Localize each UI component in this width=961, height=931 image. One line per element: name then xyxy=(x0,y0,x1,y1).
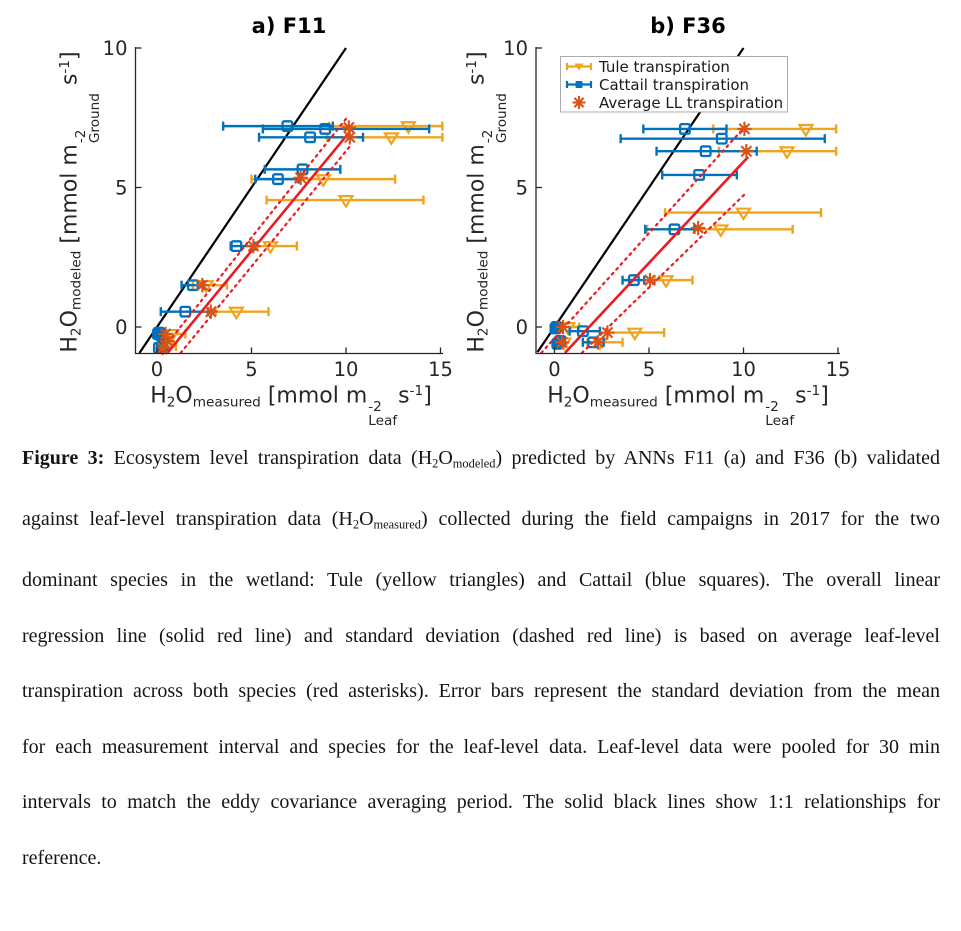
x-tick-label: 0 xyxy=(151,358,163,381)
square-marker xyxy=(693,168,706,181)
plot-a: 0 5 10 15 0 5 10 xyxy=(103,37,453,381)
legend-square-marker xyxy=(575,81,583,88)
y-tick-label: 10 xyxy=(503,37,528,60)
series-cattail-transpiration xyxy=(549,122,826,350)
square-marker xyxy=(304,131,317,144)
plot-a-title: a) F11 xyxy=(251,14,327,38)
triangle-marker xyxy=(712,224,730,238)
square-marker xyxy=(296,163,309,176)
asterisk-marker xyxy=(196,279,209,291)
x-tick-label: 10 xyxy=(334,358,359,381)
plot-b-yaxis-label: H2Omodeled [mmol m -2 Ground s-1] xyxy=(464,51,510,353)
triangle-marker xyxy=(797,123,815,138)
triangle-marker xyxy=(382,132,400,146)
x-tick-label: 10 xyxy=(731,358,756,381)
square-marker xyxy=(627,274,640,287)
triangle-marker xyxy=(626,327,644,342)
plot-b-xaxis-label: H2Omeasured [mmol m -2 Leaf s-1] xyxy=(547,383,829,429)
legend-label: Average LL transpiration xyxy=(599,94,783,112)
axes: 0 5 10 15 0 5 10 xyxy=(103,37,453,381)
plot-b-title: b) F36 xyxy=(650,14,726,38)
asterisk-marker xyxy=(247,240,260,252)
square-marker xyxy=(230,240,243,253)
asterisk-marker xyxy=(156,342,169,354)
asterisk-marker xyxy=(592,336,604,349)
x-tick-label: 0 xyxy=(548,358,560,381)
asterisk-marker xyxy=(205,305,217,318)
plot-a-xaxis-label: H2Omeasured [mmol m -2 Leaf s-1] xyxy=(150,383,432,429)
1:1 line xyxy=(138,47,347,354)
series-tule-transpiration xyxy=(157,121,444,356)
regression +sd xyxy=(540,125,747,355)
asterisk-marker xyxy=(644,274,656,286)
y-tick-label: 10 xyxy=(103,37,128,60)
asterisk-marker xyxy=(557,321,569,333)
series-average-ll-transpiration xyxy=(554,121,754,350)
square-marker xyxy=(715,132,728,145)
asterisk-marker xyxy=(556,336,568,349)
asterisk-marker xyxy=(601,326,614,339)
regression -sd xyxy=(580,190,749,355)
figure-3-plots: 0 5 10 15 0 5 10 0 5 10 15 0 5 10 Tule transpiration Ca… xyxy=(0,0,961,430)
regression +sd xyxy=(158,115,349,355)
y-tick-label: 5 xyxy=(516,177,528,200)
square-marker xyxy=(281,120,294,133)
series-average-ll-transpiration xyxy=(155,120,357,356)
square-marker xyxy=(319,122,332,135)
asterisk-marker xyxy=(161,335,174,347)
y-tick-label: 0 xyxy=(516,316,528,339)
figure-caption: Figure 3: Ecosystem level transpiration … xyxy=(22,431,940,886)
axes: 0 5 10 15 0 5 10 xyxy=(503,37,850,381)
y-tick-label: 0 xyxy=(115,316,127,339)
triangle-marker xyxy=(778,146,796,160)
asterisk-marker xyxy=(159,328,172,340)
triangle-marker xyxy=(261,241,279,255)
regression -sd xyxy=(179,143,353,355)
plots-canvas: 0 5 10 15 0 5 10 0 5 10 15 0 5 10 Tule transpirationCa… xyxy=(103,37,851,381)
square-marker xyxy=(576,325,589,338)
square-marker xyxy=(699,145,712,158)
asterisk-marker xyxy=(343,121,355,134)
legend-box xyxy=(560,56,788,113)
square-marker xyxy=(678,122,691,135)
x-tick-label: 15 xyxy=(428,358,453,381)
x-tick-label: 15 xyxy=(826,358,851,381)
triangle-marker xyxy=(163,328,181,343)
triangle-marker xyxy=(735,207,752,222)
triangle-marker xyxy=(337,195,355,209)
square-marker xyxy=(179,305,192,318)
caption-text: Figure 3: Ecosystem level transpiration … xyxy=(22,447,940,869)
legend-label: Tule transpiration xyxy=(598,58,730,76)
asterisk-marker xyxy=(738,123,751,135)
asterisk-marker xyxy=(573,97,585,108)
asterisk-marker xyxy=(343,131,356,144)
regression xyxy=(563,155,750,354)
triangle-marker xyxy=(227,306,245,321)
asterisk-marker xyxy=(740,145,753,158)
x-tick-label: 5 xyxy=(245,358,257,381)
asterisk-marker xyxy=(294,171,307,184)
triangle-marker xyxy=(399,121,417,135)
triangle-marker xyxy=(657,275,675,289)
x-tick-label: 5 xyxy=(643,358,655,381)
legend-label: Cattail transpiration xyxy=(599,76,749,94)
legend-triangle-marker xyxy=(574,63,584,71)
triangle-marker xyxy=(314,174,332,188)
asterisk-marker xyxy=(692,222,704,234)
square-marker xyxy=(272,173,284,186)
plot-a-yaxis-label: H2Omodeled [mmol m -2 Ground s-1] xyxy=(57,51,103,353)
y-tick-label: 5 xyxy=(115,177,127,200)
